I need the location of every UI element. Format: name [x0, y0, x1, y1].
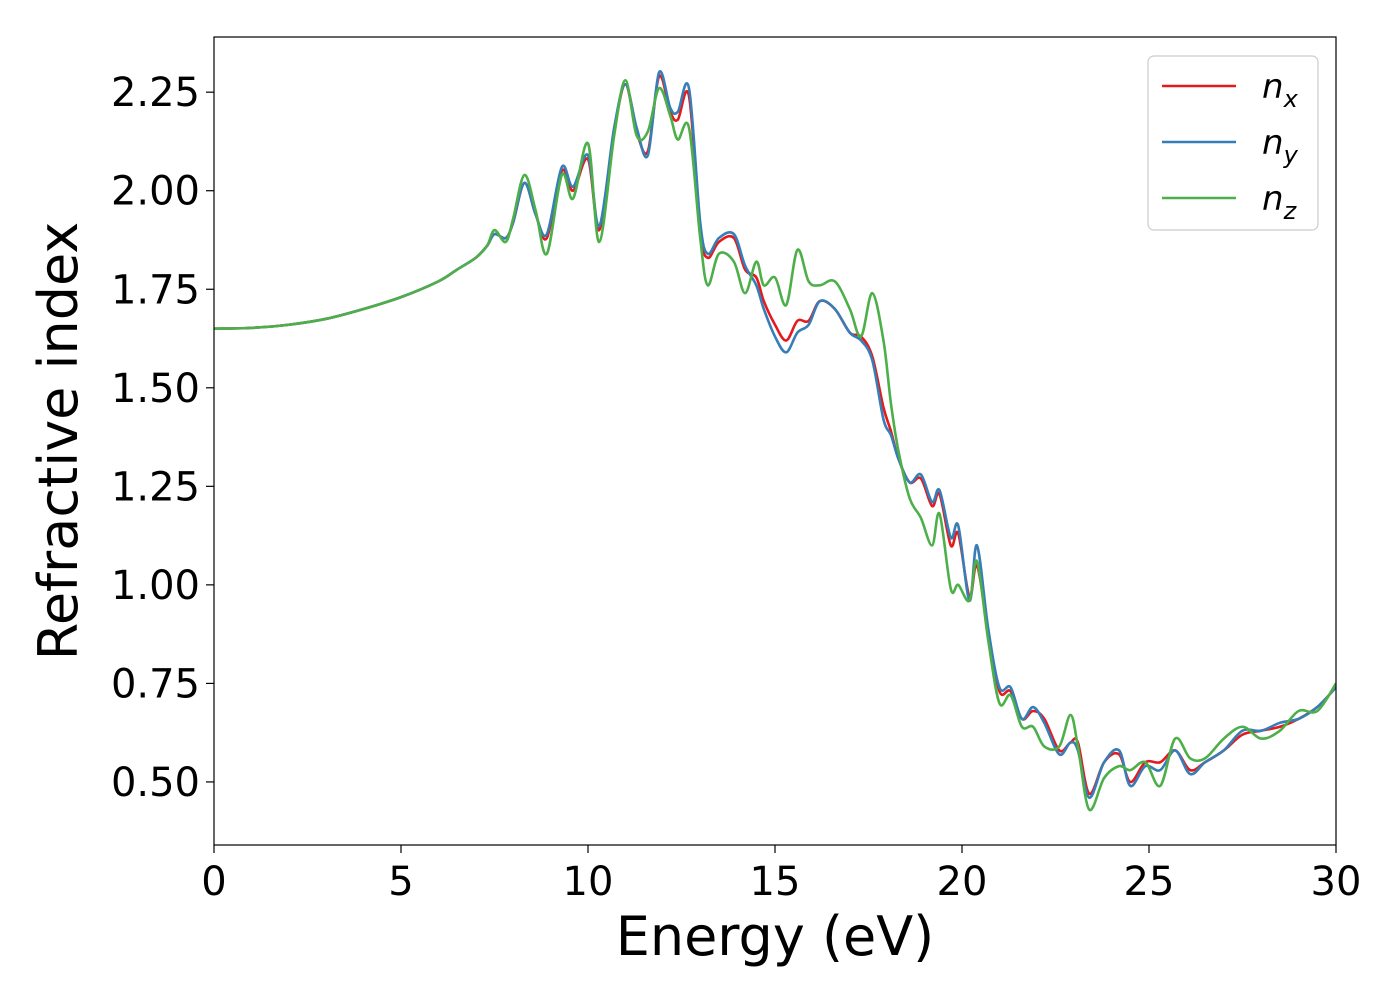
series-line-y: [214, 70, 1336, 800]
legend: nx ny nz: [1147, 55, 1319, 231]
y-tick-label: 0.75: [111, 661, 200, 707]
x-tick-label: 30: [1311, 859, 1362, 905]
y-tick-label: 2.00: [111, 169, 200, 215]
x-tick-label: 20: [937, 859, 988, 905]
y-tick-label: 1.50: [111, 366, 200, 412]
x-tick-label: 25: [1124, 859, 1175, 905]
x-tick-label: 15: [750, 859, 801, 905]
x-tick-label: 10: [563, 859, 614, 905]
legend-label-z: nz: [1262, 179, 1298, 225]
y-tick-label: 1.75: [111, 267, 200, 313]
y-axis-label: Refractive index: [27, 222, 90, 661]
legend-label-y: ny: [1262, 123, 1299, 169]
x-tick-label: 5: [388, 859, 413, 905]
x-axis-ticks: 0 5 10 15 20 25 30: [201, 845, 1361, 905]
x-tick-label: 0: [201, 859, 226, 905]
y-tick-label: 1.25: [111, 464, 200, 510]
y-axis-ticks: 0.50 0.75 1.00 1.25 1.50 1.75 2.00 2.25: [111, 70, 214, 806]
series-line-z: [214, 79, 1336, 812]
y-tick-label: 2.25: [111, 70, 200, 116]
series-layer: [214, 70, 1336, 812]
legend-label-x: nx: [1262, 67, 1299, 113]
y-tick-label: 1.00: [111, 563, 200, 609]
x-axis-label: Energy (eV): [616, 905, 935, 968]
y-tick-label: 0.50: [111, 760, 200, 806]
